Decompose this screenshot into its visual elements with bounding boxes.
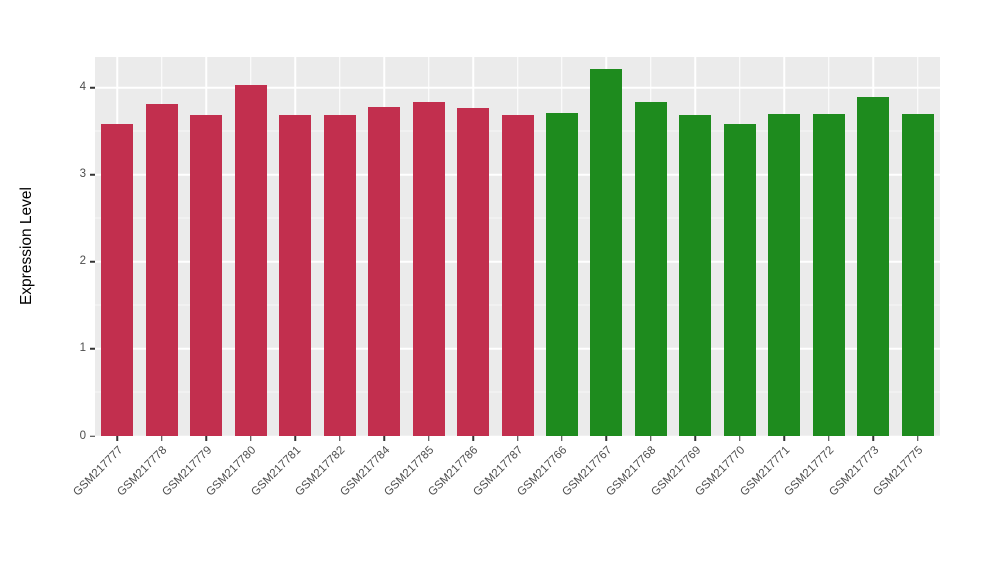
bar [812,113,845,436]
bar [279,115,312,436]
plot-panel [95,57,940,437]
bar [412,102,445,436]
x-tick-mark [294,436,296,441]
x-tick-mark [205,436,207,441]
x-axis-ticks [95,436,940,441]
y-tick-mark [90,261,95,263]
x-tick-mark [338,436,341,441]
x-tick-mark [472,436,474,441]
bar [190,115,223,436]
y-tick-mark [90,173,95,176]
bar [501,115,534,436]
bar [368,106,401,436]
y-tick-mark [90,86,95,89]
bar [590,69,623,436]
y-axis-tick-labels: 0 1 2 3 4 [0,57,86,441]
x-tick-mark [739,436,741,441]
x-tick-mark [561,436,563,441]
x-tick-mark [249,436,252,441]
x-tick-mark [828,436,830,441]
x-tick-mark [605,436,608,441]
bar [457,107,490,436]
x-tick-mark [516,436,519,441]
bar [857,97,890,436]
x-tick-mark [694,436,697,441]
x-tick-mark [116,436,118,441]
x-tick-mark [872,436,875,441]
bar [901,113,934,436]
x-tick-mark [917,436,919,441]
bar [768,113,801,436]
y-tick-label: 3 [79,167,86,180]
y-tick-label: 2 [79,255,86,267]
bar [679,115,712,436]
x-tick-mark [427,436,430,441]
y-tick-mark [90,348,95,350]
y-tick-label: 1 [79,342,86,355]
bar [145,104,178,436]
bar [234,84,267,436]
bar [723,124,756,436]
bar [101,124,134,436]
x-tick-mark [160,436,163,441]
x-tick-mark [650,436,652,441]
bar [545,112,578,436]
x-axis-tick-labels: GSM217777 GSM217778 GSM217779 GSM217780 GSM2… [71,444,940,545]
x-tick-mark [783,436,786,441]
bar [323,115,356,436]
bar [634,102,667,436]
y-tick-label: 0 [79,429,86,442]
x-tick-mark [383,436,385,441]
y-tick-mark [90,435,95,437]
y-axis-ticks [90,57,95,437]
y-tick-label: 4 [79,80,86,93]
